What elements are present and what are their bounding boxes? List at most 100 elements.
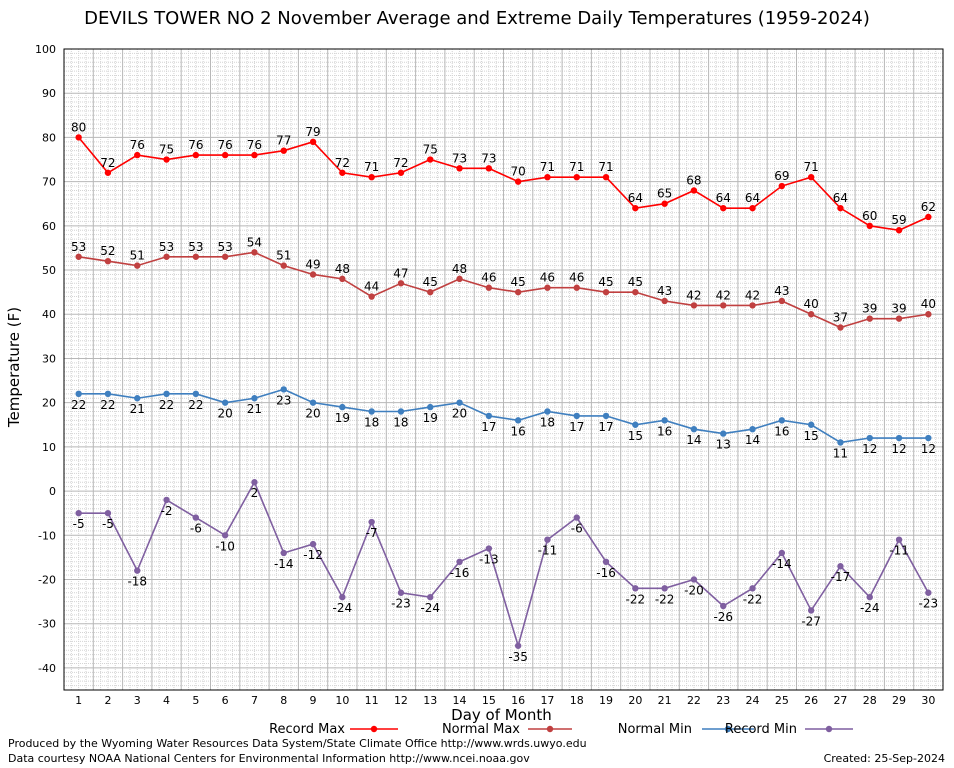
data-point-normal-max	[280, 262, 287, 269]
data-point-record-max	[456, 165, 463, 172]
x-tick-label: 21	[658, 694, 672, 707]
data-label-normal-max: 37	[833, 311, 848, 325]
data-label-record-max: 80	[71, 120, 86, 134]
data-label-normal-min: 20	[452, 407, 467, 421]
data-label-normal-min: 21	[130, 402, 145, 416]
data-point-record-max	[602, 174, 610, 181]
data-point-normal-max	[456, 275, 463, 283]
data-point-normal-max	[134, 262, 141, 269]
data-point-record-max	[837, 204, 844, 212]
data-label-record-min: -14	[274, 557, 294, 571]
data-label-record-max: 72	[393, 156, 408, 170]
data-label-normal-min: 16	[511, 424, 526, 438]
x-tick-label: 10	[335, 694, 349, 707]
data-label-record-max: 68	[686, 173, 701, 187]
series-normal-min: 22 22 21 22 22 20 21 23 20 19 18 18 19 20 17 16 18 17 17 15…	[71, 386, 936, 460]
data-point-record-min	[280, 549, 287, 557]
data-point-normal-max	[749, 302, 756, 309]
data-label-record-min: -18	[127, 575, 147, 589]
data-label-normal-max: 45	[511, 275, 526, 289]
data-point-record-min	[485, 545, 493, 552]
data-point-normal-max	[221, 253, 229, 260]
data-point-normal-max	[427, 288, 434, 296]
data-point-normal-max	[895, 315, 903, 322]
data-point-record-max	[427, 156, 434, 163]
data-label-record-min: -2	[161, 504, 173, 518]
data-label-record-min: 2	[251, 486, 259, 500]
data-point-normal-max	[397, 280, 405, 287]
series-line-normal-max	[78, 251, 929, 329]
data-point-normal-min	[632, 421, 639, 428]
data-label-normal-min: 13	[716, 438, 731, 452]
data-point-normal-min	[456, 399, 463, 406]
legend-item-normal-min: Normal Min	[618, 722, 754, 737]
data-point-normal-min	[368, 408, 375, 415]
data-point-normal-min	[690, 425, 698, 433]
data-label-record-max: 64	[716, 191, 731, 205]
data-point-normal-min	[573, 412, 580, 420]
y-tick-label: -30	[38, 618, 56, 631]
data-point-record-min	[221, 532, 229, 539]
data-point-normal-max	[866, 315, 873, 322]
data-label-normal-max: 39	[862, 302, 877, 316]
data-label-record-max: 79	[305, 125, 320, 139]
data-point-record-min	[192, 514, 200, 521]
data-label-normal-max: 44	[364, 280, 379, 294]
x-tick-label: 3	[134, 694, 141, 707]
data-label-record-max: 76	[247, 138, 262, 152]
series-normal-max: 53 52 51 53 53 53 54 51 49 48 44 47 45 48 46 45 46 46 45 45…	[71, 235, 936, 331]
data-label-record-max: 76	[218, 138, 233, 152]
x-tick-label: 24	[746, 694, 760, 707]
data-point-normal-max	[192, 253, 200, 260]
data-point-normal-min	[544, 408, 551, 415]
y-tick-label: 90	[42, 87, 56, 100]
data-label-normal-min: 15	[628, 429, 643, 443]
y-tick-label: 100	[35, 43, 56, 56]
x-tick-label: 1	[75, 694, 82, 707]
y-tick-label: 10	[42, 441, 56, 454]
series-line-record-min	[78, 480, 930, 649]
data-point-record-max	[514, 178, 522, 185]
data-label-record-max: 73	[481, 151, 496, 165]
data-point-record-min	[573, 514, 580, 521]
data-label-record-max: 64	[833, 191, 848, 205]
data-point-record-max	[280, 147, 287, 154]
data-label-normal-max: 39	[891, 302, 906, 316]
data-point-record-min	[925, 589, 932, 596]
x-tick-label: 17	[540, 694, 554, 707]
y-tick-label: -40	[38, 662, 56, 675]
data-label-normal-max: 53	[188, 240, 203, 254]
data-point-normal-min	[251, 395, 258, 402]
data-label-normal-min: 20	[305, 407, 320, 421]
legend-label: Record Min	[725, 722, 797, 737]
series-record-max: 80 72 76 75 76 76 76 77 79 72 71 72 75 73 73 70 71 71 71 64…	[71, 120, 936, 234]
data-label-record-max: 73	[452, 151, 467, 165]
data-label-normal-max: 46	[481, 271, 496, 285]
data-point-normal-min	[661, 417, 668, 424]
data-label-normal-min: 12	[921, 442, 936, 456]
data-point-normal-max	[514, 288, 522, 296]
legend-swatch-marker	[546, 725, 554, 733]
data-point-normal-max	[573, 284, 580, 291]
data-label-record-min: -26	[713, 610, 733, 624]
data-label-record-min: -5	[73, 517, 85, 531]
data-point-normal-min	[192, 390, 200, 398]
data-point-record-min	[895, 536, 903, 543]
y-tick-label: 40	[42, 308, 56, 321]
data-label-record-min: -6	[571, 522, 583, 536]
y-axis-label: Temperature (F)	[5, 306, 23, 428]
legend-swatch-marker	[825, 725, 833, 733]
legend-label: Record Max	[269, 722, 345, 737]
series-line-record-max	[78, 136, 929, 232]
x-tick-label: 22	[687, 694, 701, 707]
data-point-record-min	[104, 509, 112, 517]
x-tick-label: 5	[192, 694, 199, 707]
data-point-record-min	[778, 549, 786, 557]
data-label-normal-min: 17	[569, 420, 584, 434]
data-label-record-min: -23	[391, 597, 411, 611]
data-label-normal-min: 14	[686, 433, 701, 447]
y-tick-label: 50	[42, 264, 56, 277]
x-tick-label: 29	[892, 694, 906, 707]
data-label-normal-min: 20	[218, 407, 233, 421]
